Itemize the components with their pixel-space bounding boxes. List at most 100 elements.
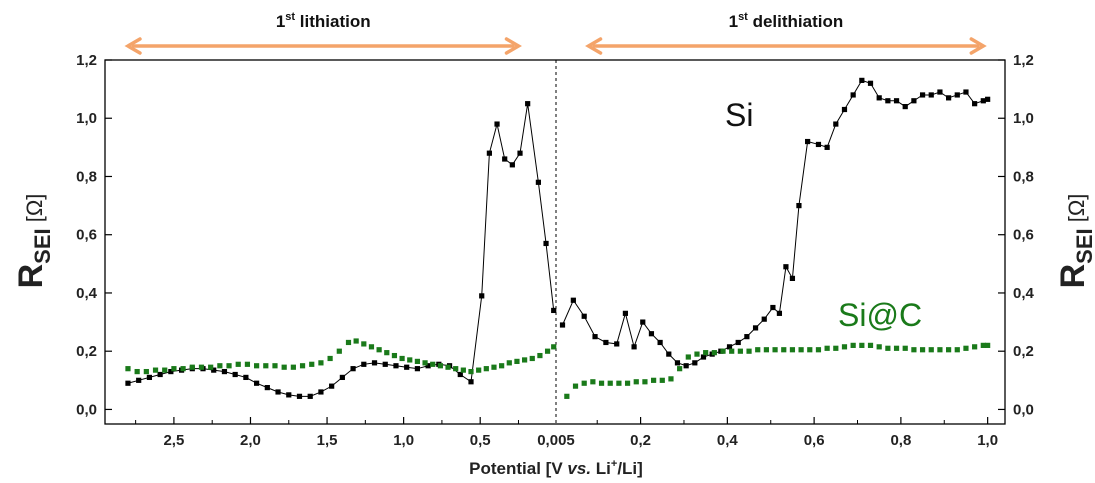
- data-point: [911, 98, 917, 104]
- data-point: [833, 121, 839, 127]
- data-point: [243, 374, 249, 381]
- data-point: [157, 371, 163, 378]
- data-point: [668, 376, 674, 382]
- data-point: [414, 358, 421, 364]
- data-point: [514, 358, 520, 364]
- y-tick-label-right: 0,0: [1013, 401, 1034, 418]
- data-point: [954, 347, 960, 353]
- data-point: [657, 339, 663, 346]
- data-point: [453, 366, 459, 372]
- y-tick-label-left: 0,8: [76, 168, 97, 185]
- y-tick-label-right: 0,4: [1013, 285, 1035, 302]
- range-arrow: [585, 37, 987, 55]
- data-point: [603, 339, 609, 346]
- data-point: [254, 363, 260, 369]
- data-point: [525, 101, 531, 107]
- y-tick-label-left: 0,4: [76, 285, 98, 302]
- data-point: [217, 363, 223, 369]
- data-point: [125, 366, 131, 372]
- x-tick-label: 2,0: [240, 432, 261, 449]
- x-tick-label: 1,0: [393, 432, 414, 449]
- data-point: [275, 389, 281, 395]
- data-point: [876, 344, 882, 350]
- data-point: [353, 338, 359, 344]
- data-point: [867, 80, 874, 86]
- data-point: [726, 344, 733, 350]
- data-point: [735, 339, 741, 346]
- range-arrow: [124, 37, 522, 55]
- data-point: [648, 331, 655, 337]
- x-tick-label: 0,4: [717, 432, 739, 449]
- data-point: [755, 347, 761, 353]
- data-point: [859, 342, 865, 348]
- y-label-subscript: SEI: [1072, 228, 1095, 263]
- data-point: [468, 368, 474, 375]
- y-axis-label-left: RSEI [Ω]: [12, 194, 55, 289]
- x-tick-label: 0,2: [630, 432, 651, 449]
- data-point: [136, 377, 142, 383]
- y-tick-label-right: 0,2: [1013, 343, 1034, 360]
- data-point: [685, 354, 691, 360]
- data-point: [551, 344, 557, 350]
- data-point: [893, 98, 900, 104]
- y-tick-label-right: 0,8: [1013, 168, 1034, 185]
- data-point: [361, 361, 367, 367]
- data-point: [805, 138, 811, 145]
- data-point: [572, 383, 579, 389]
- data-point: [616, 380, 622, 386]
- y-axis-label-right: RSEI [Ω]: [1054, 194, 1095, 289]
- axis-ticks: 0,0 0,0 0,2 0,2 0,4 0,4 0,6 0,6 0,8 0,8 1,0 1,0 1,2 1…: [76, 52, 1034, 449]
- data-point: [399, 355, 405, 362]
- data-point: [391, 352, 398, 359]
- data-point: [729, 348, 735, 354]
- data-point: [286, 392, 292, 398]
- data-point: [171, 366, 177, 372]
- data-point: [235, 361, 241, 367]
- data-point: [700, 354, 707, 360]
- y-label-unit: [Ω]: [1064, 194, 1089, 229]
- data-point: [946, 95, 952, 101]
- data-point: [494, 121, 500, 127]
- data-point: [517, 150, 523, 156]
- data-point: [919, 347, 926, 353]
- data-point: [221, 368, 228, 375]
- x-tick-label: 0,8: [890, 432, 911, 449]
- data-point: [789, 347, 796, 353]
- data-point: [407, 357, 413, 363]
- data-point: [859, 77, 865, 83]
- data-point: [125, 380, 131, 386]
- y-tick-label-left: 0,2: [76, 343, 97, 360]
- data-point: [382, 361, 388, 367]
- data-point: [919, 92, 926, 98]
- data-point: [544, 348, 551, 354]
- data-point: [867, 342, 874, 348]
- data-point: [537, 352, 543, 359]
- data-point: [592, 334, 598, 340]
- annotation-si: Si: [725, 97, 753, 133]
- data-point: [376, 347, 382, 353]
- data-point: [746, 348, 752, 354]
- data-point: [703, 350, 709, 356]
- series-si-c-delithiation: [564, 342, 991, 399]
- data-point: [559, 322, 566, 328]
- data-point: [798, 347, 804, 353]
- data-point: [509, 162, 515, 168]
- data-point: [980, 98, 986, 104]
- data-point: [815, 347, 822, 353]
- data-point: [430, 361, 436, 367]
- x-tick-label: 0,5: [470, 432, 491, 449]
- data-point: [972, 344, 978, 350]
- y-tick-label-left: 0,6: [76, 227, 97, 244]
- data-point: [850, 342, 856, 348]
- data-point: [902, 103, 908, 110]
- annotation-si-at-c: Si@C: [838, 297, 922, 333]
- y-label-main: R: [1054, 264, 1092, 289]
- data-point: [824, 345, 830, 351]
- x-label-middle: Li: [591, 459, 611, 478]
- data-point: [776, 310, 783, 316]
- data-point: [928, 92, 934, 98]
- x-label-superscript: +: [611, 458, 617, 470]
- data-point: [893, 345, 900, 351]
- data-point: [772, 347, 778, 353]
